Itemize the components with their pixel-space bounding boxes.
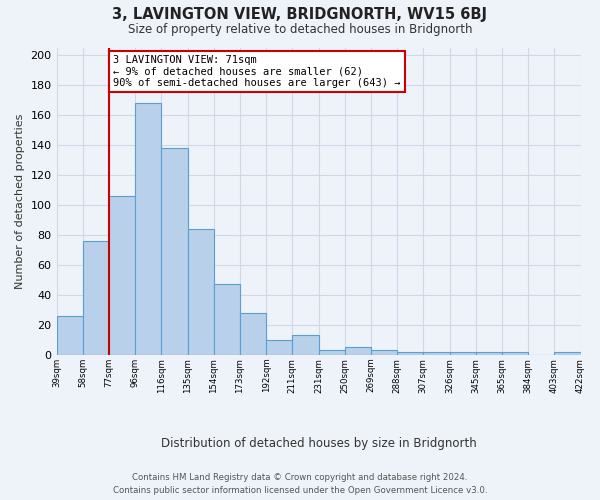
Bar: [424, 352, 449, 355]
Bar: [476, 352, 502, 355]
Bar: [319, 350, 345, 355]
Bar: [214, 284, 240, 355]
Bar: [240, 313, 266, 355]
Y-axis label: Number of detached properties: Number of detached properties: [15, 114, 25, 289]
Bar: [502, 352, 528, 355]
Bar: [161, 148, 188, 355]
Bar: [135, 103, 161, 355]
Bar: [345, 348, 371, 355]
Bar: [371, 350, 397, 355]
X-axis label: Distribution of detached houses by size in Bridgnorth: Distribution of detached houses by size …: [161, 437, 476, 450]
Bar: [554, 352, 581, 355]
Text: Size of property relative to detached houses in Bridgnorth: Size of property relative to detached ho…: [128, 22, 472, 36]
Text: Contains HM Land Registry data © Crown copyright and database right 2024.
Contai: Contains HM Land Registry data © Crown c…: [113, 474, 487, 495]
Bar: [56, 316, 83, 355]
Bar: [188, 229, 214, 355]
Text: 3 LAVINGTON VIEW: 71sqm
← 9% of detached houses are smaller (62)
90% of semi-det: 3 LAVINGTON VIEW: 71sqm ← 9% of detached…: [113, 55, 400, 88]
Bar: [292, 336, 319, 355]
Bar: [449, 352, 476, 355]
Bar: [266, 340, 292, 355]
Bar: [397, 352, 424, 355]
Bar: [109, 196, 135, 355]
Text: 3, LAVINGTON VIEW, BRIDGNORTH, WV15 6BJ: 3, LAVINGTON VIEW, BRIDGNORTH, WV15 6BJ: [113, 8, 487, 22]
Bar: [83, 241, 109, 355]
